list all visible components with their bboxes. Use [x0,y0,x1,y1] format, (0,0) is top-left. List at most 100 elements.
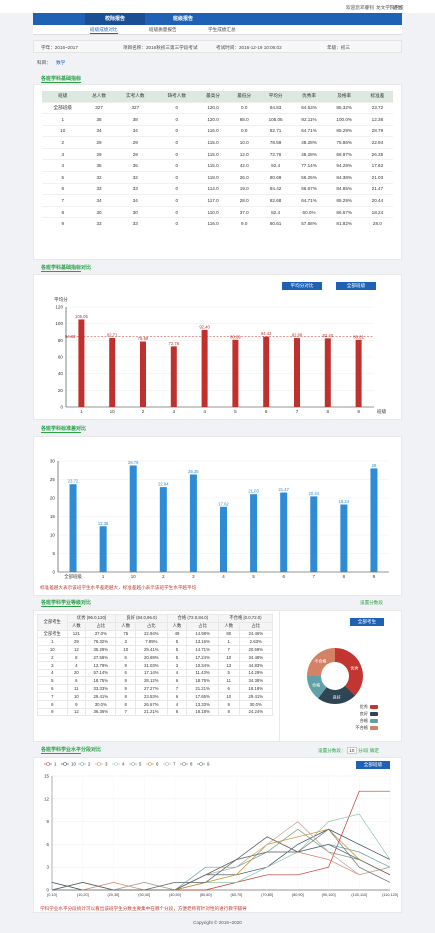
table-cell: 110.0 [197,205,229,218]
table-cell: 38 [114,113,157,126]
subject-math[interactable]: 数学 [56,60,66,65]
table-cell: 9 [66,699,87,709]
legend-label: 4 [122,762,125,767]
table-cell: 21.21% [134,707,168,717]
table-cell: 23.53% [134,691,168,701]
table-cell: 6 [166,691,188,701]
all-students-button[interactable]: 全部考生 [350,618,384,626]
table-cell: 17.65% [186,691,219,701]
table-cell: 4 [37,668,68,678]
table-cell: 5 [166,637,188,647]
y-tick-label: 25 [50,477,56,482]
table-cell: 12 [66,707,87,717]
y-tick-label: 10 [50,533,56,538]
table-cell: 29 [66,637,87,647]
table-cell: 34 [114,194,157,207]
y-tick-label: 15 [44,774,49,779]
score-note: 学科学业水平分段统计可以看出该班学生分数主要集中在哪个分段，方便老师有针对性的进… [40,906,247,911]
score-chart-panel: 全部班级 1 10 2 3 4 5 6 7 8 9 0 3 6 9 12 15 [0,10] (10,20] (20… [33,757,402,913]
table-cell: 33 [114,182,157,195]
table-row: 7 34 34 0 117.0 28.0 82.68 64.71% 85.29% 20.44 [42,194,393,207]
table-row: 6 33 33 0 114.0 19.0 84.42 66.67% 84.85% 21.47 [42,182,393,195]
table-row: 7 10 29.41% 8 23.53% 6 17.65% 10 29.41% [37,691,274,701]
table-row: 4 35 35 0 115.0 42.0 92.4 77.14% 94.29% 17.62 [42,159,393,172]
level-group-header: 全部考生 [37,614,68,631]
x-tick-label: 4 [203,409,206,414]
table-cell: 72.76 [259,147,292,160]
level-group-header: 不合格 [0.0,72.0) [217,614,274,623]
school-year: 学年：2016~2017 [41,45,78,50]
table-cell: 30.0% [85,699,117,709]
table-cell: 24.24% [238,707,274,717]
sub-nav: 班级成绩对比 班级质量报告 学生成绩汇总 [33,25,402,35]
legend-label: 2 [88,762,91,767]
x-tick-label: (100,110] [351,893,367,897]
all-classes-button-2[interactable]: 全部班级 [356,761,390,769]
table-cell: 9 [217,699,240,709]
tab-school-report[interactable]: 校际报告 [85,13,145,25]
y-tick-label: 20 [50,496,56,501]
bar [220,506,227,572]
y-tick-label: 5 [52,551,55,556]
legend-swatch [370,705,378,709]
basic-table-panel: 班级 总人数 实考人数 缺考人数 最高分 最低分 平均分 优秀率 及格率 标准差 全部班级 327 3… [33,84,402,260]
subtab-quality-report[interactable]: 班级质量报告 [149,27,177,32]
bar-value-label: 17.62 [218,501,229,506]
avg-compare-button[interactable]: 平均分对比 [282,282,322,290]
legend-swatch [370,726,378,730]
table-cell: 1 [217,637,240,647]
interval-confirm[interactable]: 分/段 确定 [358,748,380,753]
table-cell: 18.75% [186,676,219,686]
legend-label: 优秀 [360,703,369,710]
basic-index-table: 班级 总人数 实考人数 缺考人数 最高分 最低分 平均分 优秀率 及格率 标准差 全部班级 327 3… [42,91,393,230]
subtab-class-compare[interactable]: 班级成绩对比 [90,27,118,34]
table-row: 全部班级 327 327 0 120.0 0.0 84.83 64.53% 85.32% 23.7… [42,101,393,114]
table-cell: 全部班级 [42,101,84,114]
legend-label: 良好 [360,710,368,717]
table-row: 4 20 57.14% 6 17.14% 4 11.43% 5 14.29% [37,668,274,678]
settings-link[interactable]: 设置分数段 [360,600,383,605]
x-tick-label: 7 [313,574,316,579]
legend-swatch [370,712,378,716]
all-classes-button[interactable]: 全部班级 [336,282,376,290]
table-cell: 100.0% [326,113,362,126]
table-cell: 26.35 [361,147,393,160]
user-name[interactable]: 邓睿钊 [360,5,374,10]
subtab-student-summary[interactable]: 学生成绩汇总 [208,27,236,32]
table-cell: 13.33% [186,699,219,709]
section-underline [41,82,81,83]
subject-selector: 科目： 数学 [37,60,65,66]
table-cell: 28.12% [134,676,168,686]
level-group-header: 优秀 (96.0,120] [66,614,117,623]
table-cell: 8 [42,205,84,218]
x-tick-label: 5 [234,409,237,414]
tab-class-report[interactable]: 班级报告 [172,16,193,22]
table-cell: 8 [37,699,68,709]
table-cell: 68.97% [326,147,362,160]
table-cell: 4 [42,159,84,172]
logout-link[interactable]: 退出 [393,5,403,10]
interval-input[interactable]: 10 [346,747,357,754]
pie-slice-label: 良好 [333,693,341,699]
table-header: 班级 [42,91,84,102]
x-tick-label: (20,30] [108,893,120,897]
table-cell: 33.33% [85,684,117,693]
table-cell: 22.94 [361,136,393,149]
section-title-basic-chart: 各班学科基础指标对比 [41,265,92,271]
legend-marker [63,762,67,766]
legend-label: 6 [156,762,159,767]
table-cell: 6 [115,668,136,678]
table-cell: 76.32% [85,637,117,647]
table-row: 1 29 76.32% 3 7.89% 5 13.16% 1 2.63% [37,637,274,647]
level-sub-header: 占比 [238,621,274,631]
level-sub-header: 占比 [134,621,168,631]
x-tick-label: 1 [80,409,83,414]
table-cell: 9 [42,217,84,230]
table-cell: 0 [156,205,198,218]
table-cell: 14.98% [186,629,219,639]
legend-marker [165,762,169,766]
table-cell: 42.0 [228,159,260,172]
std-dev-bar-chart: 05101520253023.72全部班级12.36128.791022.942… [50,459,389,580]
legend-label: 不合格 [355,724,368,731]
table-cell: 82.71 [259,124,292,137]
